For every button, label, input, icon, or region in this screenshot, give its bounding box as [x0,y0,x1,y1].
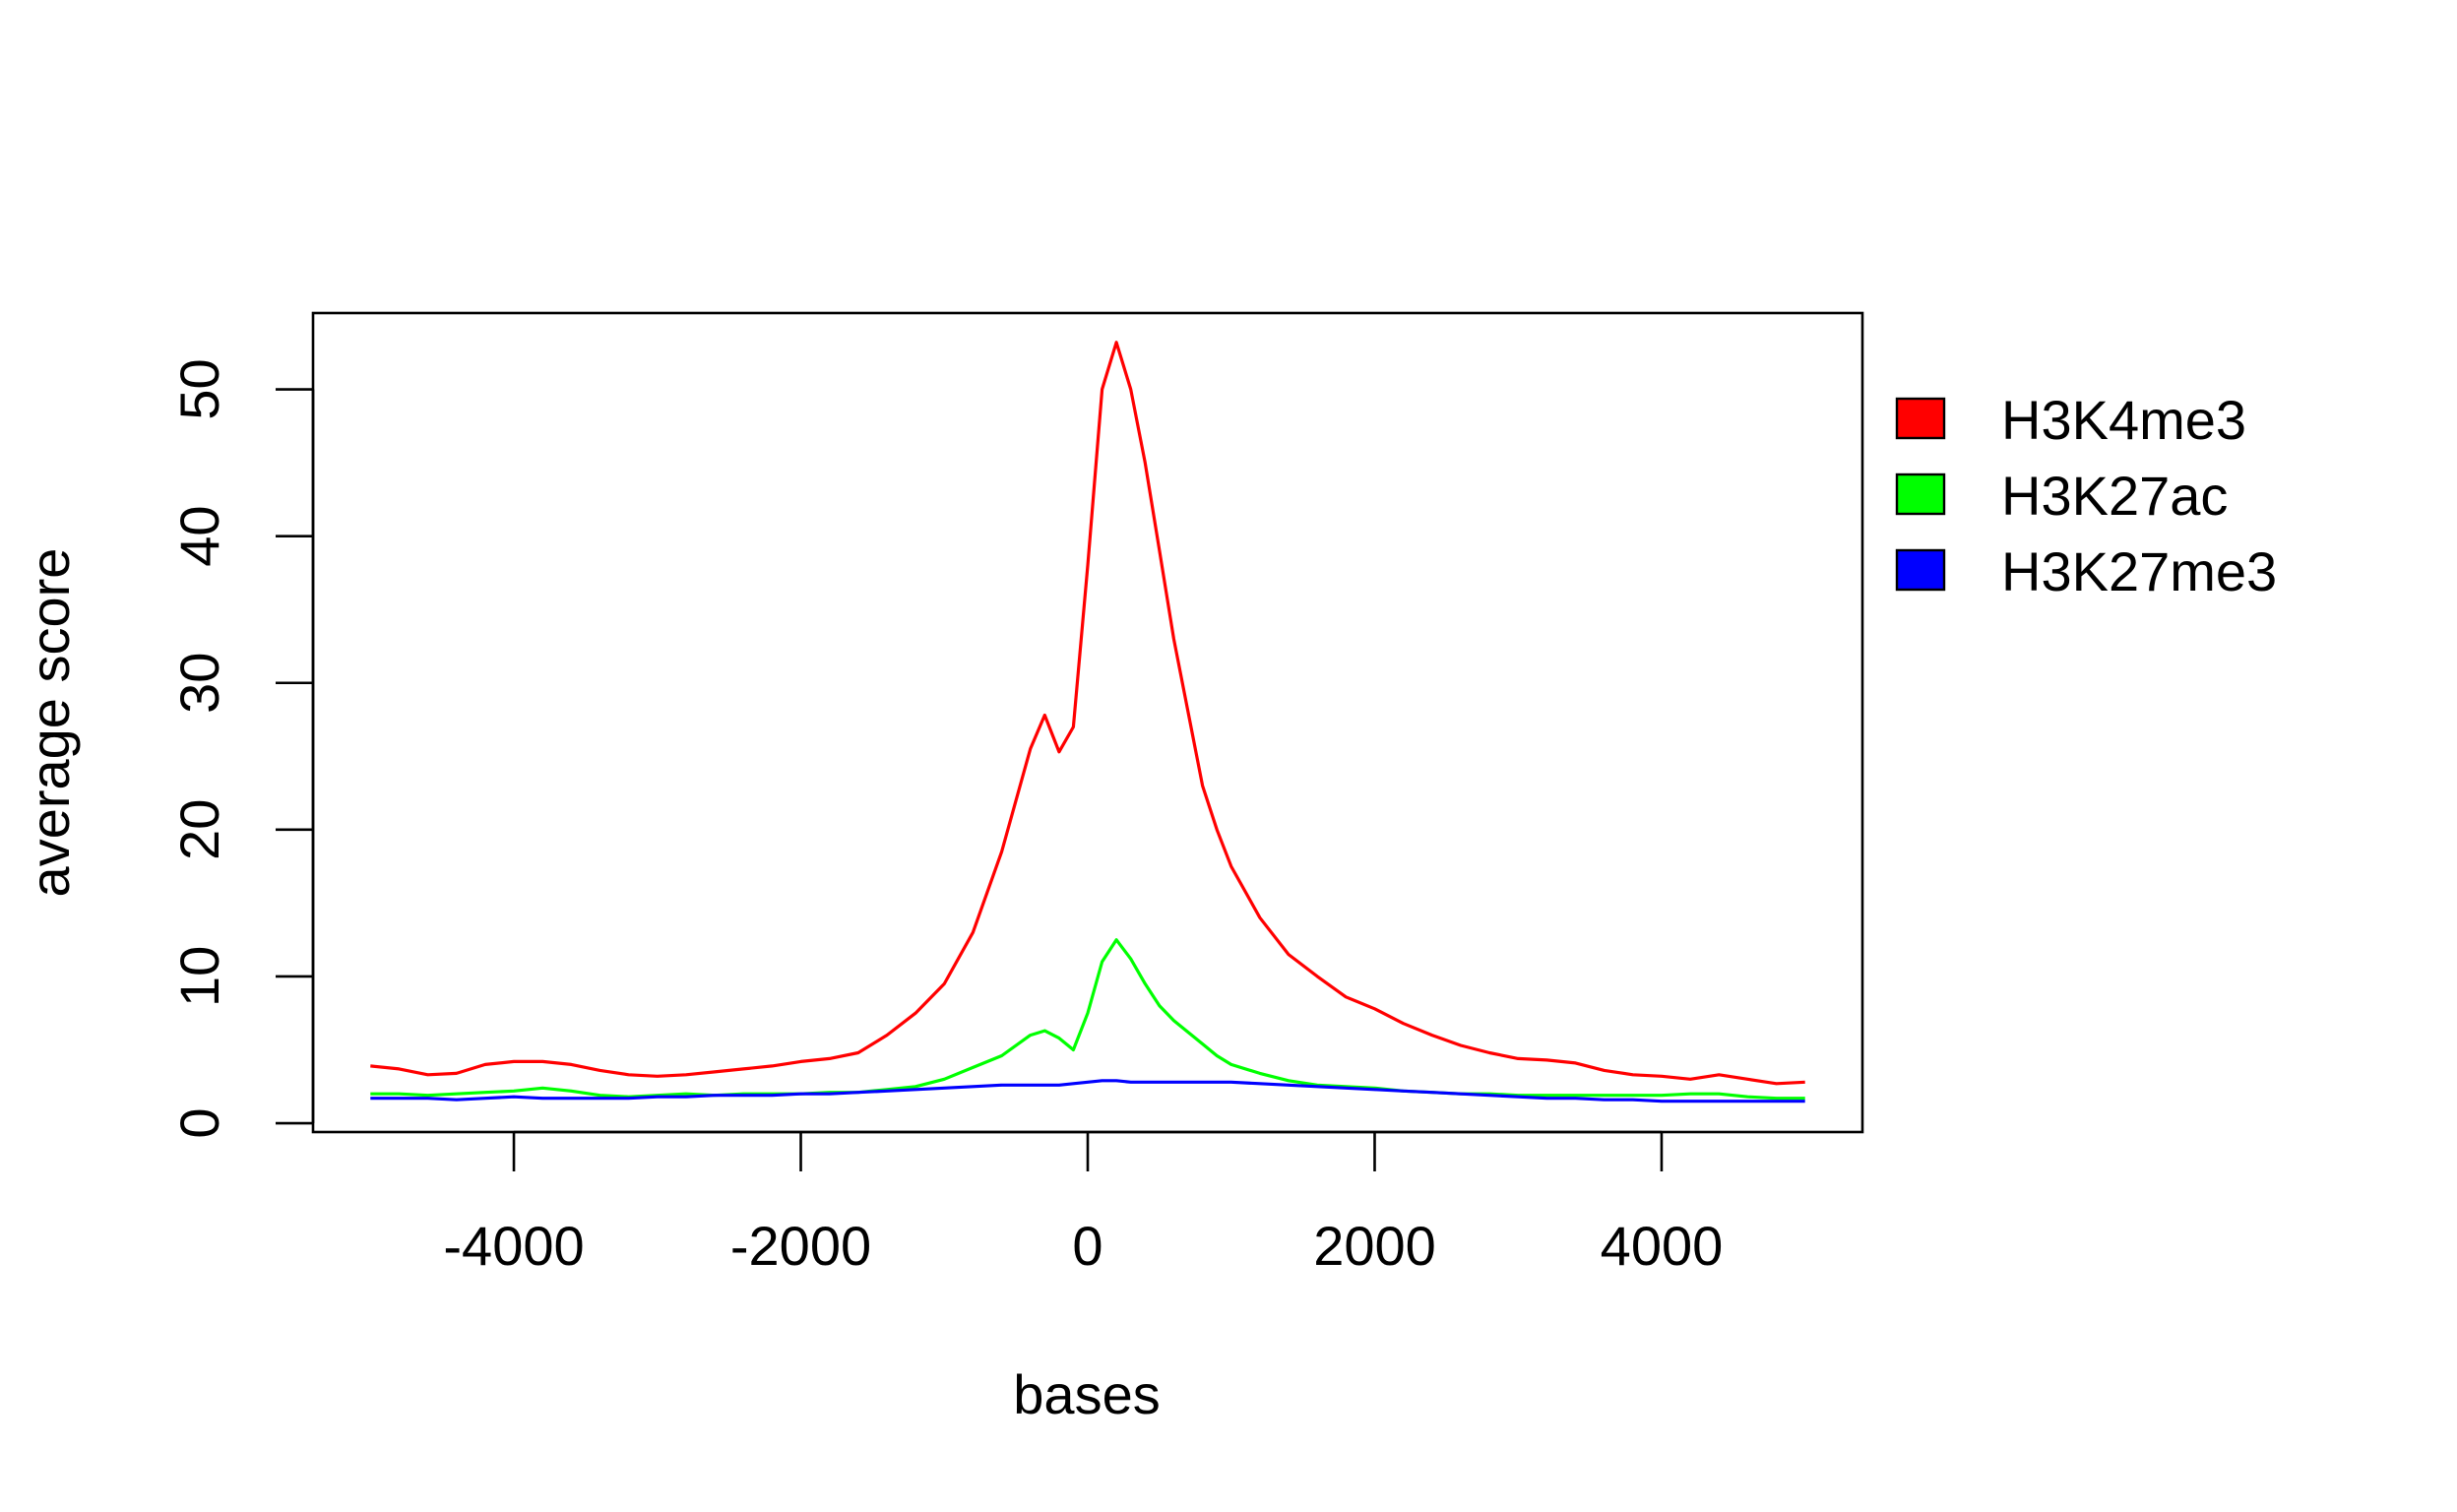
legend-label-h3k27ac: H3K27ac [2001,465,2228,527]
legend-swatch-h3k27ac [1895,472,1946,516]
series-layer [370,341,1805,1103]
legend: H3K4me3 H3K27ac H3K27me3 [1895,389,2277,602]
x-tick-label: 4000 [1601,1215,1724,1277]
y-tick-label: 10 [168,946,230,1007]
legend-swatch-h3k27me3 [1895,548,1946,592]
x-tick-label: -4000 [443,1215,584,1277]
y-tick-label: 40 [168,505,230,566]
series-line-h3k27me3 [370,1079,1805,1103]
legend-label-h3k4me3: H3K4me3 [2001,389,2246,451]
y-tick-label: 30 [168,653,230,714]
y-tick-label: 0 [168,1108,230,1139]
y-axis-label: average score [19,548,81,898]
x-tick-label: 2000 [1313,1215,1436,1277]
x-tick-label: 0 [1072,1215,1102,1277]
y-axis: 0 10 20 30 40 50 [168,358,315,1139]
legend-label-h3k27me3: H3K27me3 [2001,540,2277,602]
x-axis-label: bases [1013,1363,1160,1425]
x-tick-label: -2000 [730,1215,871,1277]
y-tick-label: 50 [168,358,230,419]
legend-swatch-h3k4me3 [1895,397,1946,440]
y-tick-label: 20 [168,799,230,860]
series-line-h3k4me3 [370,341,1805,1086]
x-axis: -4000 -2000 0 2000 4000 [443,1130,1724,1277]
